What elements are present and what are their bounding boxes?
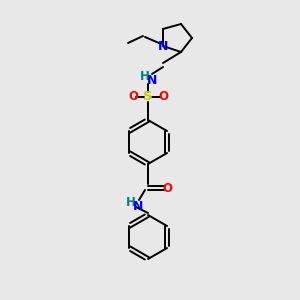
Text: O: O — [162, 182, 172, 194]
Text: S: S — [143, 91, 153, 103]
Text: N: N — [158, 40, 168, 52]
Text: N: N — [133, 200, 143, 212]
Text: O: O — [128, 91, 138, 103]
Text: H: H — [140, 70, 150, 83]
Text: O: O — [158, 91, 168, 103]
Text: H: H — [126, 196, 136, 208]
Text: N: N — [147, 74, 157, 86]
